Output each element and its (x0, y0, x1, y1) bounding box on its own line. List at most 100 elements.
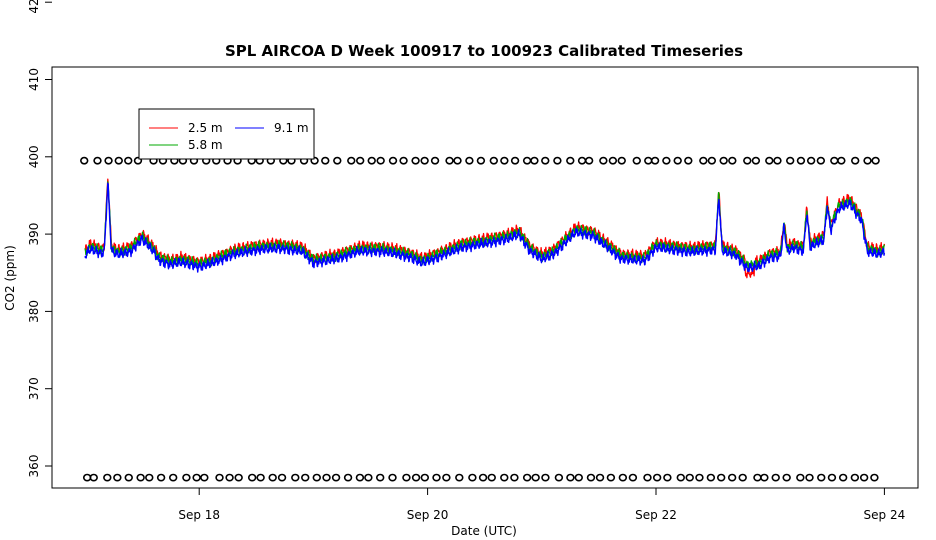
calibration-point (743, 156, 752, 165)
calibration-point (719, 156, 728, 165)
chart-title: SPL AIRCOA D Week 100917 to 100923 Calib… (225, 42, 743, 60)
calibration-point (618, 473, 628, 482)
x-tick-label: Sep 24 (864, 508, 906, 522)
legend-label-2-5m: 2.5 m (188, 121, 223, 135)
calibration-point (420, 473, 430, 482)
calibration-point (716, 473, 726, 482)
calibration-point (376, 156, 385, 165)
calibration-point (192, 473, 201, 482)
calibration-point (442, 473, 451, 482)
y-axis-label: CO2 (ppm) (3, 245, 17, 311)
calibration-point (301, 473, 310, 482)
calibration-point (247, 473, 257, 482)
calibration-point (522, 473, 532, 482)
calibration-point (145, 473, 154, 482)
y-tick-label: 360 (27, 455, 41, 478)
y-tick-label: 390 (27, 223, 41, 246)
calibration-point (268, 473, 277, 482)
calibration-point (465, 156, 474, 165)
calibration-point (652, 473, 662, 482)
calibration-point (455, 473, 464, 482)
calibration-point (773, 156, 782, 165)
calibration-point (684, 156, 693, 165)
calibration-point (566, 473, 575, 482)
calibration-point (753, 473, 762, 482)
calibration-point (321, 156, 330, 165)
calibration-point (531, 473, 540, 482)
calibration-point (871, 156, 880, 165)
calibration-point (554, 473, 564, 482)
calibration-markers (80, 156, 880, 482)
legend-label-9-1m: 9.1 m (274, 121, 309, 135)
calibration-point (420, 156, 429, 165)
calibration-point (632, 156, 641, 165)
calibration-point (663, 473, 672, 482)
calibration-point (445, 156, 454, 165)
legend: 2.5 m 5.8 m 9.1 m (138, 108, 315, 160)
calibration-point (805, 473, 814, 482)
calibration-point (291, 473, 300, 482)
calibration-point (136, 473, 145, 482)
calibration-point (760, 473, 769, 482)
y-tick-label: 370 (27, 377, 41, 400)
calibration-point (796, 156, 806, 165)
calibration-point (355, 473, 365, 482)
calibration-point (234, 473, 243, 482)
calibration-point (80, 156, 89, 165)
calibration-point (432, 473, 441, 482)
plot-frame (51, 66, 919, 489)
y-tick-label: 410 (27, 68, 41, 91)
calibration-point (685, 473, 694, 482)
calibration-point (851, 156, 860, 165)
calibration-point (375, 473, 385, 482)
calibration-point (225, 473, 234, 482)
calibration-point (113, 473, 122, 482)
calibration-point (707, 156, 717, 165)
calibration-point (388, 473, 397, 482)
calibration-point (574, 473, 583, 482)
calibration-point (765, 156, 774, 165)
calibration-point (827, 473, 837, 482)
calibration-point (699, 156, 708, 165)
calibration-point (411, 473, 421, 482)
calibration-point (586, 473, 596, 482)
calibration-point (124, 473, 133, 482)
calibration-point (478, 473, 488, 482)
calibration-point (500, 473, 509, 482)
calibration-point (676, 473, 685, 482)
series-line-5-8-m (84, 181, 885, 271)
calibration-point (650, 156, 660, 165)
calibration-point (806, 156, 816, 165)
calibration-point (595, 473, 605, 482)
calibration-point (584, 156, 594, 165)
calibration-point (608, 156, 618, 165)
calibration-point (331, 473, 341, 482)
calibration-point (510, 473, 519, 482)
calibration-point (133, 156, 143, 165)
legend-box (138, 108, 315, 160)
calibration-point (727, 473, 737, 482)
x-tick-label: Sep 18 (178, 508, 220, 522)
calibration-point (343, 473, 353, 482)
calibration-point (606, 473, 616, 482)
calibration-point (728, 156, 737, 165)
calibration-point (628, 473, 638, 482)
calibration-point (782, 473, 791, 482)
calibration-point (695, 473, 704, 482)
calibration-point (168, 473, 178, 482)
calibration-point (310, 156, 319, 165)
calibration-point (816, 156, 826, 165)
x-tick-label: Sep 22 (635, 508, 677, 522)
calibration-point (476, 156, 486, 165)
calibration-point (215, 473, 224, 482)
calibration-point (817, 473, 826, 482)
calibration-point (500, 156, 509, 165)
calibration-point (566, 156, 575, 165)
calibration-point (541, 473, 550, 482)
calibration-point (751, 156, 761, 165)
calibration-point (468, 473, 477, 482)
calibration-point (785, 156, 795, 165)
calibration-point (487, 473, 496, 482)
calibration-point (530, 156, 539, 165)
